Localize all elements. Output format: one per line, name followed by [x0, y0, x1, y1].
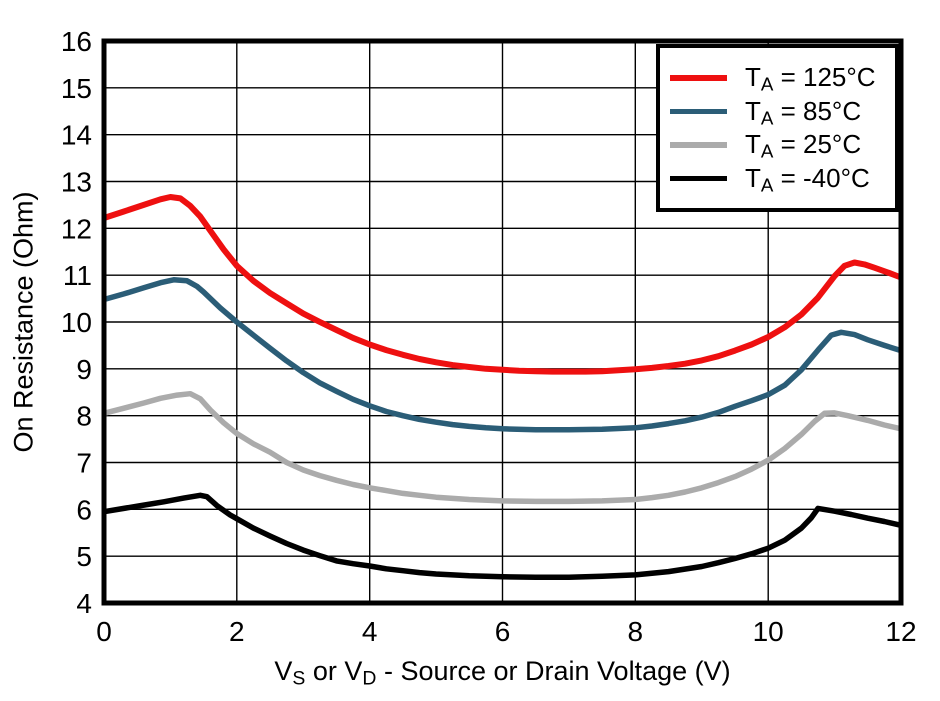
legend-item: TA = 125°C: [670, 61, 895, 95]
series-line-ta-25c: [103, 390, 902, 505]
x-tick-label: 8: [628, 616, 644, 647]
legend-label: TA = 25°C: [745, 129, 862, 162]
y-tick-label: 7: [76, 448, 92, 479]
x-tick-label: 10: [753, 616, 784, 647]
legend-line-swatch: [670, 108, 727, 114]
x-tick-label: 4: [362, 616, 378, 647]
x-axis-title-text: - Source or Drain Voltage (V): [376, 656, 731, 686]
legend-line-swatch: [670, 75, 727, 81]
y-tick-label: 9: [76, 354, 92, 385]
y-tick-label: 4: [76, 588, 92, 619]
x-axis-title: VS or VD - Source or Drain Voltage (V): [104, 656, 901, 690]
legend-line-swatch: [670, 175, 727, 181]
x-tick-label: 6: [495, 616, 511, 647]
x-axis-title-text: V: [274, 656, 293, 686]
x-axis-title-subscript: S: [292, 667, 306, 690]
y-tick-label: 6: [76, 494, 92, 525]
legend-item: TA = 25°C: [670, 128, 895, 162]
x-tick-label: 2: [229, 616, 245, 647]
legend: TA = 125°C TA = 85°C TA = 25°C TA = -40°…: [656, 44, 899, 212]
x-tick-label: 0: [96, 616, 112, 647]
plot-frame: [101, 38, 904, 606]
series-line-ta-125c: [103, 194, 903, 375]
legend-item: TA = -40°C: [670, 162, 895, 196]
y-tick-label: 5: [76, 541, 92, 572]
y-tick-label: 16: [61, 26, 92, 57]
y-tick-label: 10: [61, 307, 92, 338]
legend-label: TA = 85°C: [745, 95, 862, 129]
y-tick-label: 14: [61, 120, 92, 151]
legend-label: TA = 125°C: [745, 62, 876, 95]
y-tick-label: 11: [63, 260, 92, 291]
legend-item: TA = 85°C: [670, 95, 895, 129]
y-tick-label: 13: [61, 167, 92, 198]
x-axis-title-text: or V: [305, 656, 363, 686]
y-tick-label: 15: [61, 73, 92, 104]
x-tick-label: 12: [885, 616, 916, 647]
series-line-ta-n40c: [103, 492, 902, 580]
legend-label: TA = -40°C: [745, 162, 870, 196]
y-tick-label: 12: [61, 213, 92, 244]
x-axis-title-subscript: D: [362, 667, 377, 690]
y-axis-title: On Resistance (Ohm): [8, 191, 39, 453]
y-tick-label: 8: [76, 401, 92, 432]
series-line-ta-85c: [103, 277, 902, 433]
legend-line-swatch: [670, 142, 727, 148]
